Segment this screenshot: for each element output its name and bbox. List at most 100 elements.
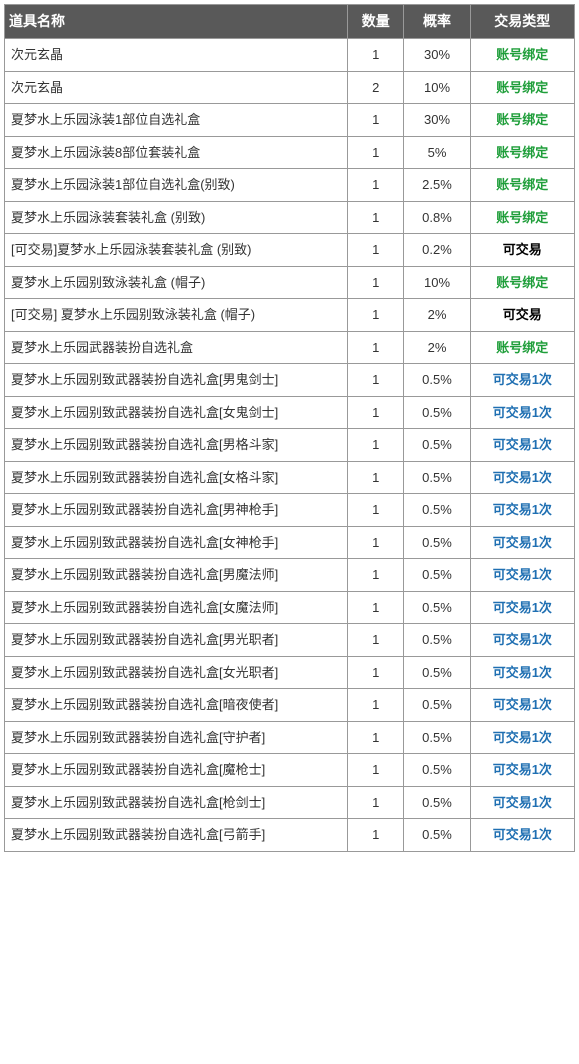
table-row: [可交易]夏梦水上乐园泳装套装礼盒 (别致)10.2%可交易 xyxy=(5,234,575,267)
cell-prob: 2% xyxy=(404,299,470,332)
cell-prob: 5% xyxy=(404,136,470,169)
cell-qty: 1 xyxy=(348,169,404,202)
header-row: 道具名称 数量 概率 交易类型 xyxy=(5,5,575,39)
cell-prob: 0.5% xyxy=(404,754,470,787)
table-row: 夏梦水上乐园别致武器装扮自选礼盒[女鬼剑士]10.5%可交易1次 xyxy=(5,396,575,429)
cell-qty: 1 xyxy=(348,721,404,754)
cell-qty: 1 xyxy=(348,461,404,494)
cell-trade-type: 账号绑定 xyxy=(470,136,574,169)
cell-name: 夏梦水上乐园别致武器装扮自选礼盒[男格斗家] xyxy=(5,429,348,462)
cell-prob: 0.5% xyxy=(404,364,470,397)
cell-name: 夏梦水上乐园别致武器装扮自选礼盒[男神枪手] xyxy=(5,494,348,527)
table-row: 夏梦水上乐园别致武器装扮自选礼盒[暗夜使者]10.5%可交易1次 xyxy=(5,689,575,722)
cell-trade-type: 可交易1次 xyxy=(470,396,574,429)
cell-trade-type: 账号绑定 xyxy=(470,201,574,234)
table-row: 夏梦水上乐园别致武器装扮自选礼盒[男光职者]10.5%可交易1次 xyxy=(5,624,575,657)
table-row: 夏梦水上乐园泳装1部位自选礼盒130%账号绑定 xyxy=(5,104,575,137)
table-row: 夏梦水上乐园武器装扮自选礼盒12%账号绑定 xyxy=(5,331,575,364)
cell-name: 夏梦水上乐园别致武器装扮自选礼盒[女光职者] xyxy=(5,656,348,689)
cell-name: 夏梦水上乐园别致武器装扮自选礼盒[暗夜使者] xyxy=(5,689,348,722)
cell-trade-type: 账号绑定 xyxy=(470,104,574,137)
cell-qty: 1 xyxy=(348,786,404,819)
cell-name: [可交易]夏梦水上乐园泳装套装礼盒 (别致) xyxy=(5,234,348,267)
cell-name: 夏梦水上乐园别致武器装扮自选礼盒[女格斗家] xyxy=(5,461,348,494)
col-header-prob: 概率 xyxy=(404,5,470,39)
cell-name: 夏梦水上乐园别致武器装扮自选礼盒[女神枪手] xyxy=(5,526,348,559)
cell-name: 次元玄晶 xyxy=(5,39,348,72)
cell-qty: 1 xyxy=(348,754,404,787)
cell-prob: 0.5% xyxy=(404,689,470,722)
cell-prob: 10% xyxy=(404,266,470,299)
cell-qty: 1 xyxy=(348,656,404,689)
cell-name: 夏梦水上乐园别致武器装扮自选礼盒[魔枪士] xyxy=(5,754,348,787)
table-row: 夏梦水上乐园别致武器装扮自选礼盒[女神枪手]10.5%可交易1次 xyxy=(5,526,575,559)
cell-qty: 1 xyxy=(348,591,404,624)
table-row: 夏梦水上乐园别致武器装扮自选礼盒[枪剑士]10.5%可交易1次 xyxy=(5,786,575,819)
table-row: 夏梦水上乐园别致武器装扮自选礼盒[男格斗家]10.5%可交易1次 xyxy=(5,429,575,462)
cell-prob: 0.2% xyxy=(404,234,470,267)
cell-trade-type: 可交易1次 xyxy=(470,624,574,657)
cell-trade-type: 可交易1次 xyxy=(470,754,574,787)
cell-prob: 0.5% xyxy=(404,786,470,819)
cell-prob: 2% xyxy=(404,331,470,364)
cell-name: 夏梦水上乐园别致武器装扮自选礼盒[男鬼剑士] xyxy=(5,364,348,397)
table-row: 夏梦水上乐园别致武器装扮自选礼盒[女光职者]10.5%可交易1次 xyxy=(5,656,575,689)
cell-name: 夏梦水上乐园武器装扮自选礼盒 xyxy=(5,331,348,364)
cell-prob: 0.5% xyxy=(404,721,470,754)
cell-trade-type: 可交易1次 xyxy=(470,656,574,689)
cell-qty: 1 xyxy=(348,201,404,234)
cell-name: 夏梦水上乐园别致武器装扮自选礼盒[男魔法师] xyxy=(5,559,348,592)
col-header-name: 道具名称 xyxy=(5,5,348,39)
cell-qty: 1 xyxy=(348,136,404,169)
table-row: 夏梦水上乐园泳装1部位自选礼盒(别致)12.5%账号绑定 xyxy=(5,169,575,202)
table-row: 夏梦水上乐园别致武器装扮自选礼盒[弓箭手]10.5%可交易1次 xyxy=(5,819,575,852)
cell-prob: 0.5% xyxy=(404,429,470,462)
cell-prob: 0.5% xyxy=(404,656,470,689)
cell-prob: 0.5% xyxy=(404,396,470,429)
cell-qty: 1 xyxy=(348,331,404,364)
cell-qty: 1 xyxy=(348,494,404,527)
cell-prob: 0.5% xyxy=(404,461,470,494)
cell-qty: 1 xyxy=(348,266,404,299)
cell-qty: 2 xyxy=(348,71,404,104)
cell-qty: 1 xyxy=(348,234,404,267)
table-row: 夏梦水上乐园泳装8部位套装礼盒15%账号绑定 xyxy=(5,136,575,169)
cell-trade-type: 可交易1次 xyxy=(470,429,574,462)
cell-qty: 1 xyxy=(348,819,404,852)
cell-qty: 1 xyxy=(348,689,404,722)
table-row: 夏梦水上乐园别致武器装扮自选礼盒[男神枪手]10.5%可交易1次 xyxy=(5,494,575,527)
cell-trade-type: 账号绑定 xyxy=(470,331,574,364)
cell-trade-type: 可交易1次 xyxy=(470,591,574,624)
cell-name: 夏梦水上乐园泳装1部位自选礼盒 xyxy=(5,104,348,137)
cell-name: 夏梦水上乐园泳装8部位套装礼盒 xyxy=(5,136,348,169)
cell-prob: 0.5% xyxy=(404,819,470,852)
cell-trade-type: 可交易1次 xyxy=(470,364,574,397)
cell-qty: 1 xyxy=(348,624,404,657)
cell-qty: 1 xyxy=(348,396,404,429)
cell-trade-type: 账号绑定 xyxy=(470,39,574,72)
cell-qty: 1 xyxy=(348,299,404,332)
cell-trade-type: 可交易 xyxy=(470,234,574,267)
cell-trade-type: 账号绑定 xyxy=(470,169,574,202)
cell-trade-type: 可交易1次 xyxy=(470,819,574,852)
cell-prob: 10% xyxy=(404,71,470,104)
table-row: 夏梦水上乐园泳装套装礼盒 (别致)10.8%账号绑定 xyxy=(5,201,575,234)
cell-prob: 2.5% xyxy=(404,169,470,202)
cell-qty: 1 xyxy=(348,526,404,559)
cell-name: 次元玄晶 xyxy=(5,71,348,104)
cell-name: 夏梦水上乐园别致武器装扮自选礼盒[弓箭手] xyxy=(5,819,348,852)
cell-prob: 0.5% xyxy=(404,559,470,592)
cell-trade-type: 账号绑定 xyxy=(470,266,574,299)
cell-prob: 0.5% xyxy=(404,526,470,559)
cell-name: 夏梦水上乐园泳装套装礼盒 (别致) xyxy=(5,201,348,234)
table-row: 次元玄晶210%账号绑定 xyxy=(5,71,575,104)
cell-trade-type: 可交易1次 xyxy=(470,721,574,754)
table-row: 夏梦水上乐园别致武器装扮自选礼盒[男鬼剑士]10.5%可交易1次 xyxy=(5,364,575,397)
cell-trade-type: 账号绑定 xyxy=(470,71,574,104)
table-row: 夏梦水上乐园别致武器装扮自选礼盒[魔枪士]10.5%可交易1次 xyxy=(5,754,575,787)
cell-prob: 30% xyxy=(404,39,470,72)
cell-trade-type: 可交易1次 xyxy=(470,526,574,559)
cell-name: 夏梦水上乐园别致武器装扮自选礼盒[女魔法师] xyxy=(5,591,348,624)
table-row: 夏梦水上乐园别致武器装扮自选礼盒[女魔法师]10.5%可交易1次 xyxy=(5,591,575,624)
cell-trade-type: 可交易1次 xyxy=(470,494,574,527)
